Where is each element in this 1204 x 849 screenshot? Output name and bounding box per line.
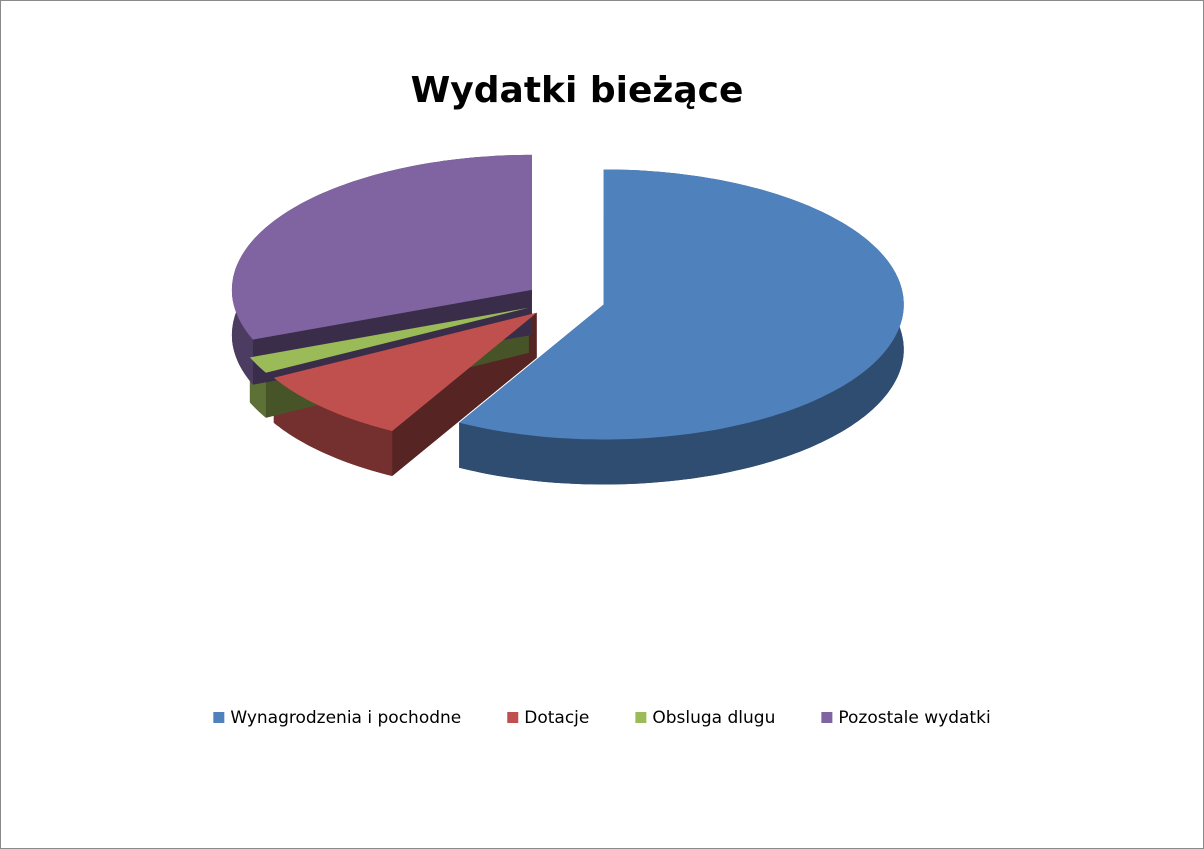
- legend-label: Obsluga dlugu: [652, 708, 775, 728]
- pie-slice: [231, 154, 532, 340]
- legend-label: Dotacje: [524, 708, 589, 728]
- pie-tops: [231, 154, 904, 440]
- chart-title: Wydatki bieżące: [411, 70, 744, 111]
- pie-slice: [273, 312, 537, 431]
- pie-slice: [459, 169, 904, 440]
- legend-swatch: [821, 712, 833, 723]
- legend-label: Pozostale wydatki: [838, 708, 990, 728]
- legend-label: Wynagrodzenia i pochodne: [230, 708, 461, 728]
- legend: Wynagrodzenia i pochodne Dotacje Obsluga d…: [213, 708, 991, 728]
- pie-slice: [249, 307, 529, 373]
- legend-swatch: [213, 712, 225, 723]
- legend-swatch: [635, 712, 647, 723]
- slice-side: [459, 169, 904, 485]
- legend-swatch: [507, 712, 519, 723]
